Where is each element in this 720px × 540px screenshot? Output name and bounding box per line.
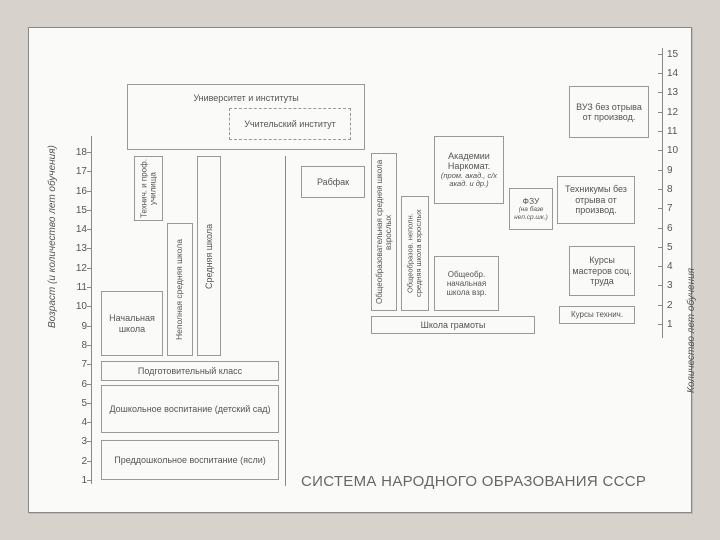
right-axis-label: Количество лет обучения [686,268,697,393]
box-nepolnaya: Неполная средняя школа [167,223,193,356]
box-gramoty: Школа грамоты [371,316,535,334]
fzu-label: ФЗУ [523,197,540,207]
left-tick-16: 16 [73,186,87,197]
right-tick-2: 2 [667,300,681,311]
box-kursy-masterov: Курсы мастеров соц. труда [569,246,635,296]
left-tick-12: 12 [73,263,87,274]
box-kursy-tekhnich: Курсы технич. [559,306,635,324]
box-obsh-srednyaya: Общеобразовательная средняя школа взросл… [371,153,397,311]
box-uchitelsky: Учительский институт [229,108,351,140]
axis-left [91,136,92,484]
akad-label: Академии Наркомат. [437,151,501,172]
left-tick-3: 3 [73,436,87,447]
left-tick-17: 17 [73,166,87,177]
left-tick-2: 2 [73,456,87,467]
right-tick-1: 1 [667,319,681,330]
left-tick-1: 1 [73,475,87,486]
right-tick-13: 13 [667,87,681,98]
box-predoshkolnoe: Преддошкольное воспитание (ясли) [101,440,279,480]
right-tick-15: 15 [667,49,681,60]
left-tick-9: 9 [73,321,87,332]
box-tekhprof: Технич. и проф. училища [134,156,163,221]
right-tick-14: 14 [667,68,681,79]
left-tick-14: 14 [73,224,87,235]
left-tick-10: 10 [73,301,87,312]
left-tick-5: 5 [73,398,87,409]
box-fzu: ФЗУ (на базе неп.ср.шк.) [509,188,553,230]
diagram-title: СИСТЕМА НАРОДНОГО ОБРАЗОВАНИЯ СССР [301,473,646,490]
box-nachalnaya: Начальная школа [101,291,163,356]
left-tick-7: 7 [73,359,87,370]
box-doshkolnoe: Дошкольное воспитание (детский сад) [101,385,279,433]
right-tick-6: 6 [667,223,681,234]
left-tick-13: 13 [73,243,87,254]
diagram-frame: 123456789101112131415161718 Возраст (и к… [28,27,692,513]
left-tick-15: 15 [73,205,87,216]
box-podgotovitelny: Подготовительный класс [101,361,279,381]
right-tick-8: 8 [667,184,681,195]
box-tekhnikumy: Техникумы без отрыва от производ. [557,176,635,224]
left-tick-6: 6 [73,379,87,390]
fzu-sub: (на базе неп.ср.шк.) [512,206,550,221]
box-akademii: Академии Наркомат. (пром. акад., с/х ака… [434,136,504,204]
box-obsh-nepolnaya: Общеобразов. неполн. средняя школа взрос… [401,196,429,311]
box-vuz: ВУЗ без отрыва от производ. [569,86,649,138]
right-tick-4: 4 [667,261,681,272]
left-tick-11: 11 [73,282,87,293]
left-axis-label: Возраст (и количество лет обучения) [47,145,58,328]
right-tick-11: 11 [667,126,681,137]
right-tick-7: 7 [667,203,681,214]
left-tick-18: 18 [73,147,87,158]
right-tick-5: 5 [667,242,681,253]
left-tick-4: 4 [73,417,87,428]
right-tick-9: 9 [667,165,681,176]
right-tick-10: 10 [667,145,681,156]
right-tick-3: 3 [667,280,681,291]
box-rabfak: Рабфак [301,166,365,198]
box-obsh-nach: Общеобр. начальная школа взр. [434,256,499,311]
divider [285,156,286,486]
right-tick-12: 12 [667,107,681,118]
left-tick-8: 8 [73,340,87,351]
box-srednyaya: Средняя школа [197,156,221,356]
akad-sub: (пром. акад., с/х акад. и др.) [437,172,501,189]
